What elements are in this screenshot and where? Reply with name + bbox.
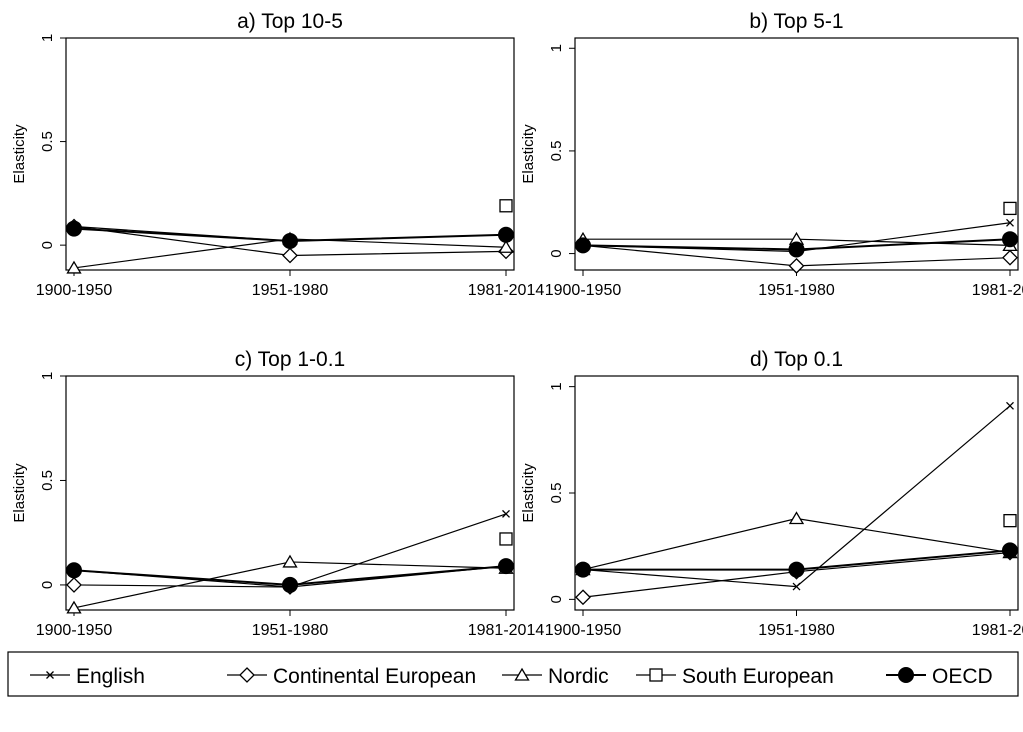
x-tick-label: 1900-1950 (545, 622, 622, 639)
point-oecd (788, 561, 805, 578)
point-oecd (788, 241, 805, 258)
point-nordic (788, 511, 805, 525)
y-tick-label: 0 (39, 581, 56, 589)
y-axis-label: Elasticity (11, 124, 28, 184)
y-axis-label: Elasticity (520, 124, 537, 184)
point-english (1006, 401, 1014, 410)
x-tick-label: 1951-1980 (252, 282, 329, 299)
y-tick-label: 0 (548, 249, 565, 257)
chart-panel-2: b) Top 5-1 Elasticity 0 0.5 1 1900-1950 1951-1… (520, 10, 1023, 299)
y-tick-label: 0.5 (548, 140, 565, 161)
chart-title: b) Top 5-1 (749, 10, 843, 33)
legend-marker-triangle (514, 667, 530, 681)
point-nordic (282, 554, 298, 568)
x-tick-label: 1981-2014 (972, 282, 1023, 299)
x-tick-label: 1900-1950 (545, 282, 622, 299)
chart-title: c) Top 1-0.1 (235, 348, 346, 371)
y-tick-label: 1 (39, 372, 56, 380)
point-oecd (282, 576, 298, 593)
legend-marker-square (649, 668, 663, 682)
point-oecd (575, 237, 591, 254)
legend-item-oecd: OECD (886, 665, 993, 688)
point-oecd (66, 220, 82, 237)
y-axis-label: Elasticity (520, 463, 537, 523)
y-tick-label: 1 (548, 382, 565, 390)
chart-title: d) Top 0.1 (750, 348, 843, 371)
point-continental-european (1002, 249, 1018, 266)
legend-item-south-european: South European (636, 665, 834, 688)
y-tick-label: 0.5 (39, 470, 56, 491)
legend-marker-x (46, 671, 54, 679)
point-english (502, 509, 510, 518)
legend-box (7, 651, 1019, 697)
legend-label: Continental European (273, 665, 476, 688)
x-tick-label: 1951-1980 (252, 622, 329, 639)
point-south-european (1003, 514, 1017, 528)
x-tick-label: 1981-2014 (468, 282, 545, 299)
point-oecd (66, 562, 82, 579)
chart-panel-1: a) Top 10-5 Elasticity 0 0.5 1 1900-1950 1951-… (11, 10, 544, 299)
point-continental-european (788, 257, 805, 274)
legend-marker-diamond (239, 667, 255, 683)
x-tick-label: 1900-1950 (36, 282, 113, 299)
point-oecd (498, 226, 514, 243)
point-south-european (499, 532, 513, 546)
legend-label: Nordic (548, 665, 609, 688)
x-tick-label: 1951-1980 (758, 622, 835, 639)
chart-panel-4: d) Top 0.1 Elasticity 0 0.5 1 1900-1950 1951-1… (520, 348, 1023, 639)
point-oecd (575, 561, 591, 578)
y-tick-label: 1 (39, 34, 56, 42)
point-english (1006, 218, 1014, 227)
point-english (792, 582, 801, 591)
x-tick-label: 1900-1950 (36, 622, 113, 639)
point-oecd (1002, 542, 1018, 559)
point-oecd (282, 233, 298, 249)
y-tick-label: 0 (39, 241, 56, 249)
legend: English Continental European Nordic South E… (7, 651, 1019, 697)
series-line-english (582, 405, 1011, 588)
x-tick-label: 1951-1980 (758, 282, 835, 299)
point-continental-european (66, 577, 82, 593)
x-tick-label: 1981-2014 (972, 622, 1023, 639)
legend-marker-filled-circle (898, 667, 914, 683)
legend-item-continental-european: Continental European (227, 665, 476, 688)
y-tick-label: 1 (548, 44, 565, 52)
legend-label: English (76, 665, 145, 688)
chart-panel-3: c) Top 1-0.1 Elasticity 0 0.5 1 1900-1950 1951… (11, 348, 544, 639)
point-continental-european (282, 247, 298, 264)
point-nordic (498, 239, 514, 253)
point-nordic (66, 600, 82, 614)
legend-label: South European (682, 665, 834, 688)
y-tick-label: 0.5 (39, 131, 56, 152)
series-line-english (73, 513, 507, 588)
point-south-european (1003, 201, 1017, 216)
y-axis-label: Elasticity (11, 463, 28, 523)
y-tick-label: 0.5 (548, 483, 565, 504)
point-oecd (1002, 231, 1018, 248)
legend-item-nordic: Nordic (502, 665, 609, 688)
point-continental-european (575, 589, 591, 606)
point-south-european (499, 199, 513, 213)
y-tick-label: 0 (548, 595, 565, 603)
chart-title: a) Top 10-5 (237, 10, 343, 33)
legend-item-english: English (30, 665, 145, 688)
x-tick-label: 1981-2014 (468, 622, 545, 639)
point-nordic (66, 260, 82, 274)
legend-label: OECD (932, 665, 993, 688)
point-oecd (498, 558, 514, 575)
